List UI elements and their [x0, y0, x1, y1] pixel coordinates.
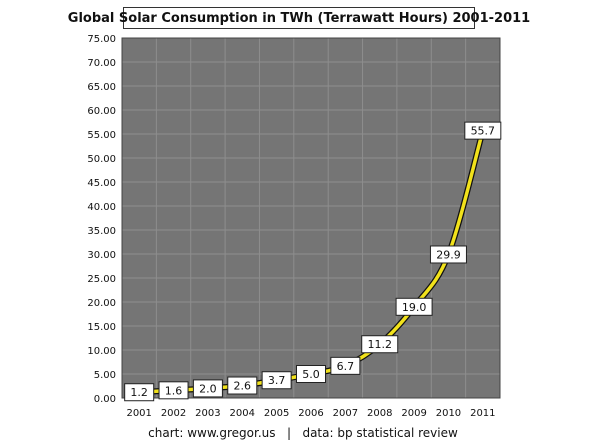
y-tick-label: 65.00: [87, 82, 116, 93]
chart-title: Global Solar Consumption in TWh (Terrawa…: [68, 7, 530, 29]
data-label: 19.0: [395, 297, 433, 316]
y-tick-label: 60.00: [87, 106, 116, 117]
footer-separator: |: [286, 426, 291, 440]
y-tick-label: 15.00: [87, 322, 116, 333]
y-tick-label: 5.00: [94, 370, 116, 381]
y-tick-label: 30.00: [87, 250, 116, 261]
x-tick-label: 2011: [470, 408, 495, 419]
y-tick-label: 55.00: [87, 130, 116, 141]
data-label-text: 19.0: [402, 301, 427, 314]
data-label-box: [158, 381, 189, 400]
data-label: 5.0: [296, 365, 326, 383]
plot-background: [122, 38, 500, 398]
y-tick-label: 40.00: [87, 202, 116, 213]
x-tick-label: 2010: [436, 408, 461, 419]
y-tick-label: 45.00: [87, 178, 116, 189]
x-tick-label: 2009: [401, 408, 426, 419]
data-label: 3.7: [261, 371, 292, 390]
y-tick-label: 0.00: [94, 394, 116, 405]
data-label: 2.6: [227, 376, 258, 395]
data-label-box: [261, 371, 292, 390]
x-tick-label: 2003: [195, 408, 220, 419]
plot-border: [121, 37, 501, 399]
data-label-box: [192, 379, 223, 398]
data-label-box: [429, 245, 467, 264]
footer-source: data: bp statistical review: [302, 426, 458, 440]
data-label-box: [361, 335, 399, 354]
x-tick-label: 2004: [230, 408, 255, 419]
data-label: 6.7: [330, 356, 361, 375]
data-label-box: [464, 121, 502, 140]
data-label-text: 5.0: [302, 368, 320, 381]
data-label-box: [124, 383, 155, 402]
y-tick-label: 10.00: [87, 346, 116, 357]
x-tick-label: 2006: [298, 408, 323, 419]
x-tick-label: 2005: [264, 408, 289, 419]
data-label-text: 1.6: [165, 384, 183, 397]
data-label-text: 2.0: [199, 382, 217, 395]
y-tick-label: 35.00: [87, 226, 116, 237]
data-label-text: 55.7: [471, 125, 496, 138]
data-label-box: [330, 356, 361, 375]
data-label: 1.6: [158, 381, 189, 400]
data-label: 29.9: [429, 245, 467, 264]
y-tick-label: 20.00: [87, 298, 116, 309]
y-tick-label: 25.00: [87, 274, 116, 285]
data-label-text: 3.7: [268, 374, 286, 387]
data-label-box: [227, 376, 258, 395]
data-label: 1.2: [124, 383, 155, 402]
x-tick-label: 2001: [126, 408, 151, 419]
y-tick-label: 50.00: [87, 154, 116, 165]
data-label-text: 1.2: [130, 386, 148, 399]
data-label-text: 2.6: [234, 380, 252, 393]
chart-footer: chart: www.gregor.us | data: bp statisti…: [0, 426, 606, 440]
data-label-text: 11.2: [367, 338, 392, 351]
x-tick-label: 2002: [161, 408, 186, 419]
data-label: 2.0: [192, 379, 223, 398]
data-label-text: 29.9: [436, 248, 461, 261]
data-label: 11.2: [361, 335, 399, 354]
footer-credit: chart: www.gregor.us: [148, 426, 276, 440]
data-label-text: 6.7: [337, 360, 355, 373]
y-tick-label: 70.00: [87, 58, 116, 69]
data-label: 55.7: [464, 121, 502, 140]
x-tick-label: 2008: [367, 408, 392, 419]
y-tick-label: 75.00: [87, 34, 116, 45]
data-label-box: [395, 297, 433, 316]
x-tick-label: 2007: [333, 408, 358, 419]
data-label-box: [296, 365, 326, 383]
